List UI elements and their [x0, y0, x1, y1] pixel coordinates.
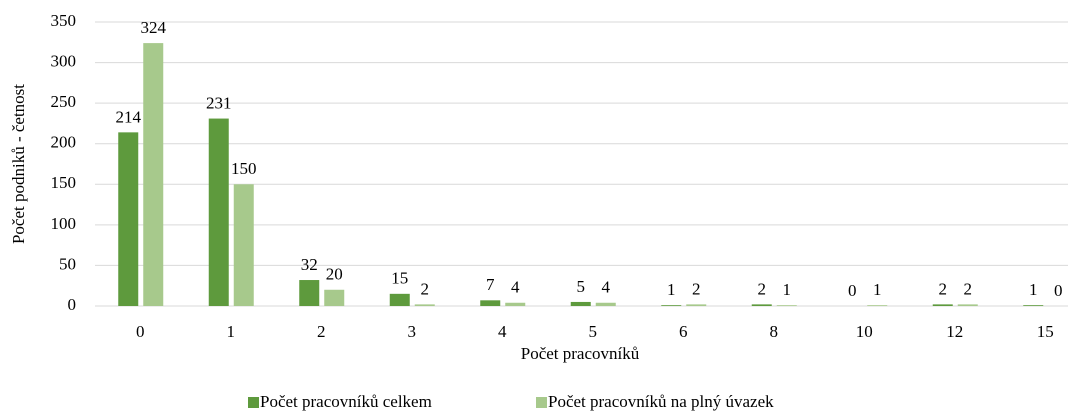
- bar: [1023, 305, 1044, 306]
- y-tick-label: 300: [51, 51, 77, 70]
- data-label: 214: [116, 107, 142, 126]
- y-tick-label: 200: [51, 133, 77, 152]
- data-label: 324: [141, 18, 167, 37]
- legend-swatch: [536, 397, 547, 408]
- data-label: 2: [939, 279, 948, 298]
- data-label: 0: [1054, 281, 1063, 300]
- x-tick-label: 6: [679, 322, 688, 341]
- data-label: 2: [758, 279, 767, 298]
- bar: [570, 301, 591, 306]
- x-tick-label: 4: [498, 322, 507, 341]
- bar: [932, 304, 953, 306]
- y-tick-label: 150: [51, 173, 77, 192]
- bar: [480, 300, 501, 306]
- bar: [324, 289, 345, 306]
- y-tick-label: 100: [51, 214, 77, 233]
- legend-label: Počet pracovníků celkem: [260, 392, 432, 411]
- y-axis-title: Počet podniků - četnost: [9, 84, 28, 244]
- bar: [118, 132, 139, 306]
- data-label: 7: [486, 275, 495, 294]
- legend-swatch: [248, 397, 259, 408]
- bar: [389, 293, 410, 306]
- data-label: 2: [692, 279, 701, 298]
- x-tick-label: 0: [136, 322, 145, 341]
- data-label: 20: [326, 265, 343, 284]
- x-tick-label: 5: [589, 322, 598, 341]
- data-label: 1: [873, 280, 882, 299]
- data-label: 5: [577, 277, 586, 296]
- data-label: 1: [783, 280, 792, 299]
- bar: [751, 304, 772, 306]
- y-tick-label: 50: [59, 254, 76, 273]
- y-tick-label: 250: [51, 92, 77, 111]
- bar: [957, 304, 978, 306]
- data-label: 231: [206, 93, 232, 112]
- bar: [143, 43, 164, 307]
- bar: [505, 302, 526, 306]
- bar: [414, 304, 435, 306]
- y-tick-label: 0: [68, 295, 77, 314]
- data-label: 0: [848, 281, 857, 300]
- data-label: 32: [301, 255, 318, 274]
- bar: [686, 304, 707, 306]
- x-tick-label: 10: [856, 322, 873, 341]
- data-label: 4: [602, 278, 611, 297]
- x-tick-label: 3: [408, 322, 417, 341]
- legend-label: Počet pracovníků na plný úvazek: [548, 392, 774, 411]
- data-label: 1: [667, 280, 676, 299]
- data-label: 2: [964, 279, 973, 298]
- data-label: 4: [511, 278, 520, 297]
- x-axis-title: Počet pracovníků: [521, 344, 640, 363]
- bar: [867, 305, 888, 306]
- x-tick-label: 2: [317, 322, 326, 341]
- data-label: 15: [391, 269, 408, 288]
- x-tick-label: 8: [770, 322, 779, 341]
- x-tick-label: 15: [1037, 322, 1054, 341]
- y-tick-label: 350: [51, 11, 77, 30]
- data-label: 150: [231, 159, 257, 178]
- x-tick-label: 1: [227, 322, 236, 341]
- bar: [208, 118, 229, 306]
- bar: [299, 280, 320, 306]
- bar: [661, 305, 682, 306]
- data-label: 1: [1029, 280, 1038, 299]
- bar: [233, 184, 254, 306]
- x-tick-label: 12: [946, 322, 963, 341]
- data-label: 2: [421, 279, 430, 298]
- bar: [776, 305, 797, 306]
- bar: [595, 302, 616, 306]
